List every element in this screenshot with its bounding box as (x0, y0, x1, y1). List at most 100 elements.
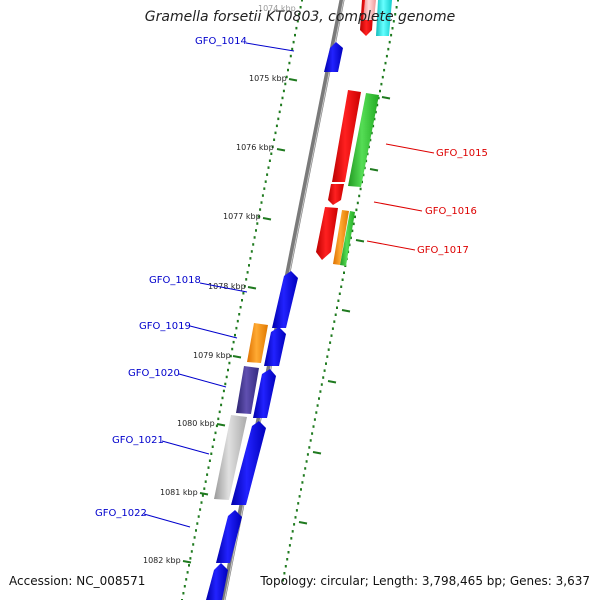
inner-track-dot (208, 459, 211, 462)
inner-track-dot (215, 424, 218, 428)
inner-track-dot (228, 361, 231, 365)
scale-label-1082: 1082 kbp (143, 556, 181, 565)
major-tick-2 (262, 217, 272, 221)
outer-track-dot (349, 236, 352, 240)
inner-track-dot (210, 452, 213, 455)
gene-label-gfo-1016[interactable]: GFO_1016 (425, 206, 477, 217)
gene-arrow-top-pink[interactable] (363, 0, 376, 20)
outer-track-dot (381, 75, 384, 79)
outer-track-dot (384, 61, 387, 65)
outer-track-dot (319, 390, 322, 393)
outer-track-dot (297, 502, 300, 505)
gene-arrow-top-cyan[interactable] (376, 0, 392, 36)
gene-label-gfo-1015[interactable]: GFO_1015 (436, 148, 488, 159)
outer-track-dot (330, 334, 333, 337)
inner-track-dot (295, 26, 298, 30)
outer-track-dot (290, 537, 293, 540)
inner-track-dot (294, 33, 296, 37)
inner-track-dot (275, 124, 278, 128)
outer-track-dot (374, 110, 377, 114)
outer-track-dot (395, 6, 398, 9)
inner-track-dot (291, 47, 294, 51)
inner-track-dot (280, 103, 283, 107)
map-title: Gramella forsetii KT0803, complete genom… (144, 9, 456, 25)
outer-track-dot (320, 383, 323, 386)
gene-arrow-gfo-1021-pair[interactable] (231, 421, 266, 505)
inner-track-dot (234, 333, 236, 337)
gene-arrow-small-red[interactable] (328, 184, 344, 205)
outer-track-dot (315, 411, 318, 414)
gene-label-gfo-1014[interactable]: GFO_1014 (195, 36, 247, 47)
gene-arrow-gfo-1017-cog[interactable] (340, 211, 355, 266)
outer-major-tick-3 (341, 309, 351, 313)
outer-track-dot (284, 565, 287, 568)
inner-track-dot (266, 173, 269, 176)
inner-track-dot (287, 68, 289, 72)
gene-label-gfo-1019[interactable]: GFO_1019 (139, 321, 191, 332)
inner-track-dot (271, 145, 274, 148)
gene-arrow-gfo-1019-pair[interactable] (264, 327, 286, 366)
inner-track-dot (245, 278, 248, 281)
gene-arrow-gfo-1022[interactable] (216, 510, 242, 563)
outer-track-dot (301, 481, 304, 484)
inner-track-dot (186, 571, 189, 574)
inner-track-dot (197, 515, 200, 518)
callout-line-gfo-1020 (178, 373, 227, 388)
inner-track-dot (201, 494, 204, 497)
gene-label-gfo-1018[interactable]: GFO_1018 (149, 275, 201, 286)
outer-track-dot (311, 432, 314, 435)
inner-track-dot (277, 117, 280, 121)
scale-label-1078: 1078 kbp (208, 282, 246, 291)
gene-arrow-gfo-1019[interactable] (247, 323, 268, 363)
gene-label-gfo-1017[interactable]: GFO_1017 (417, 245, 469, 256)
inner-track-dot (281, 96, 284, 100)
inner-track-dot (236, 319, 239, 323)
inner-track-dot (285, 75, 288, 79)
gene-label-gfo-1021[interactable]: GFO_1021 (112, 435, 164, 446)
inner-track-dot (192, 543, 195, 546)
outer-track-dot (379, 89, 381, 93)
gene-label-gfo-1022[interactable]: GFO_1022 (95, 508, 147, 519)
outer-track-dot (351, 229, 354, 233)
callout-line-gfo-1022 (143, 513, 191, 528)
gene-label-gfo-1020[interactable]: GFO_1020 (128, 368, 180, 379)
inner-track-dot (252, 243, 255, 246)
outer-track-dot (388, 40, 391, 44)
scale-label-1074: 1074 kbp (258, 4, 296, 13)
inner-track-dot (183, 585, 186, 588)
inner-track-dot (289, 54, 292, 58)
inner-track-dot (268, 159, 271, 162)
outer-track-dot (391, 27, 394, 30)
outer-track-dot (294, 516, 297, 519)
gene-arrow-gfo-1020-pair[interactable] (253, 369, 276, 418)
inner-track-dot (199, 508, 202, 511)
gene-arrow-gfo-1018[interactable] (272, 271, 298, 328)
gene-arrow-gfo-1016[interactable] (316, 207, 338, 260)
genome-summary-text: Topology: circular; Length: 3,798,465 bp… (260, 574, 590, 588)
outer-track-dot (326, 355, 329, 358)
callout-line-gfo-1014 (245, 42, 295, 52)
inner-track-dot (270, 152, 273, 155)
callout-line-gfo-1017 (366, 240, 416, 251)
callout-line-gfo-1021 (161, 440, 210, 455)
gene-arrow-gfo-1021[interactable] (214, 415, 247, 500)
inner-track-dot (242, 292, 245, 295)
outer-track-dot (343, 271, 345, 274)
gene-arrow-gfo-1017[interactable] (333, 210, 349, 265)
gene-arrow-gfo-1020[interactable] (236, 366, 259, 414)
inner-track-dot (218, 410, 221, 414)
gene-arrow-bottom-blue[interactable] (206, 563, 228, 600)
inner-track-dot (227, 368, 229, 372)
outer-track-dot (283, 572, 286, 575)
gene-arrow-gfo-1015-cog[interactable] (348, 93, 379, 187)
gene-arrows (206, 0, 392, 600)
outer-track-dot (286, 558, 289, 561)
outer-track-dot (309, 439, 312, 442)
gene-arrow-gfo-1015[interactable] (332, 90, 361, 182)
outer-track-dot (397, 0, 399, 2)
gene-arrow-gfo-1014[interactable] (324, 42, 343, 72)
outer-track-dot (304, 467, 307, 470)
outer-track-dot (291, 530, 294, 533)
inner-track-dot (257, 215, 260, 218)
